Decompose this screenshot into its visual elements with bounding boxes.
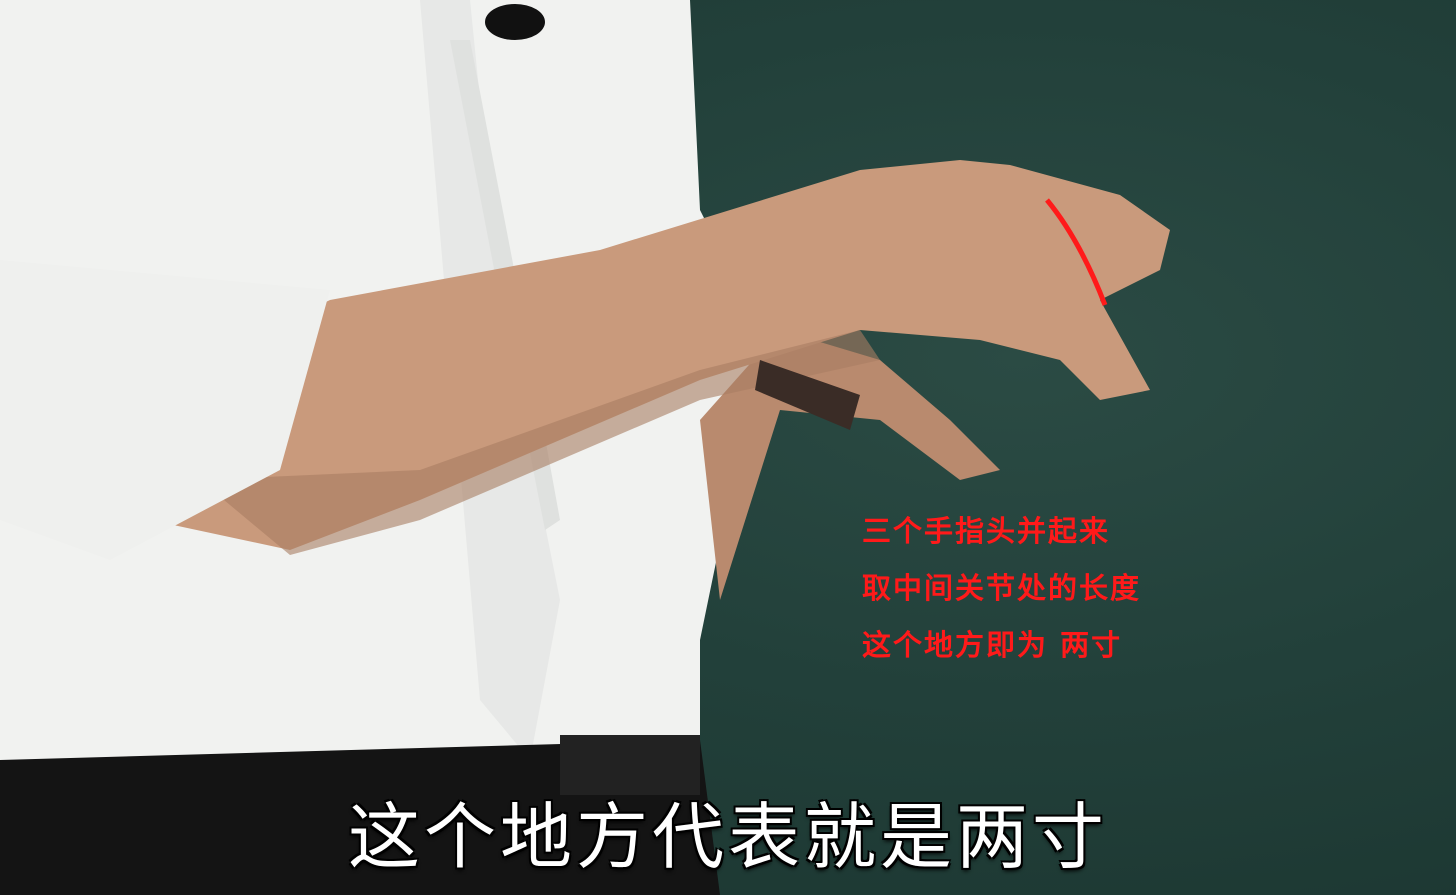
wrist-watch: [755, 360, 860, 430]
annotation-line: 这个地方即为 两寸: [862, 628, 1123, 662]
annotation-line: 取中间关节处的长度: [862, 571, 1142, 605]
measurement-mark: [1045, 198, 1108, 306]
forearm: [120, 160, 1170, 550]
dark-pants: [0, 740, 720, 895]
shirt-sleeve: [0, 260, 330, 560]
forearm-shade: [200, 330, 880, 555]
annotation-line: 三个手指头并起来: [862, 514, 1111, 548]
measurement-annotation: 三个手指头并起来 取中间关节处的长度 这个地方即为 两寸: [862, 503, 1141, 674]
lapel-microphone: [485, 4, 545, 40]
belt: [560, 735, 700, 795]
video-subtitle: 这个地方代表就是两寸: [347, 795, 1108, 879]
